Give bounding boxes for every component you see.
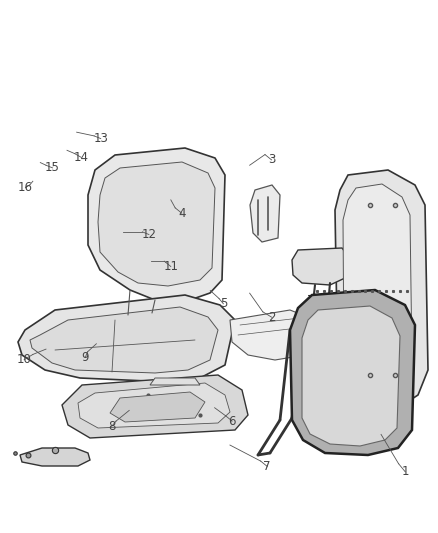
Polygon shape [110,392,205,422]
Polygon shape [335,170,428,410]
Polygon shape [98,162,215,286]
Text: 2: 2 [268,311,276,324]
Text: 12: 12 [141,228,156,241]
Polygon shape [62,375,248,438]
Polygon shape [250,185,280,242]
Text: 6: 6 [228,415,236,427]
Text: 14: 14 [74,151,88,164]
Polygon shape [290,290,415,455]
Text: 1: 1 [401,465,409,478]
Text: 10: 10 [17,353,32,366]
Text: 16: 16 [18,181,33,194]
Polygon shape [343,184,412,395]
Polygon shape [302,306,400,446]
Polygon shape [88,148,225,300]
Text: 4: 4 [178,207,186,220]
Text: 5: 5 [220,297,227,310]
Text: 11: 11 [163,260,178,273]
Text: 15: 15 [45,161,60,174]
Polygon shape [18,295,235,382]
Text: 3: 3 [268,154,275,166]
Polygon shape [78,383,230,428]
Polygon shape [150,378,200,385]
Polygon shape [30,307,218,373]
Polygon shape [292,248,348,285]
Text: 8: 8 [108,420,115,433]
Polygon shape [230,310,318,360]
Polygon shape [20,448,90,466]
Text: 7: 7 [263,460,271,473]
Text: 9: 9 [81,351,89,364]
Text: 13: 13 [93,132,108,145]
